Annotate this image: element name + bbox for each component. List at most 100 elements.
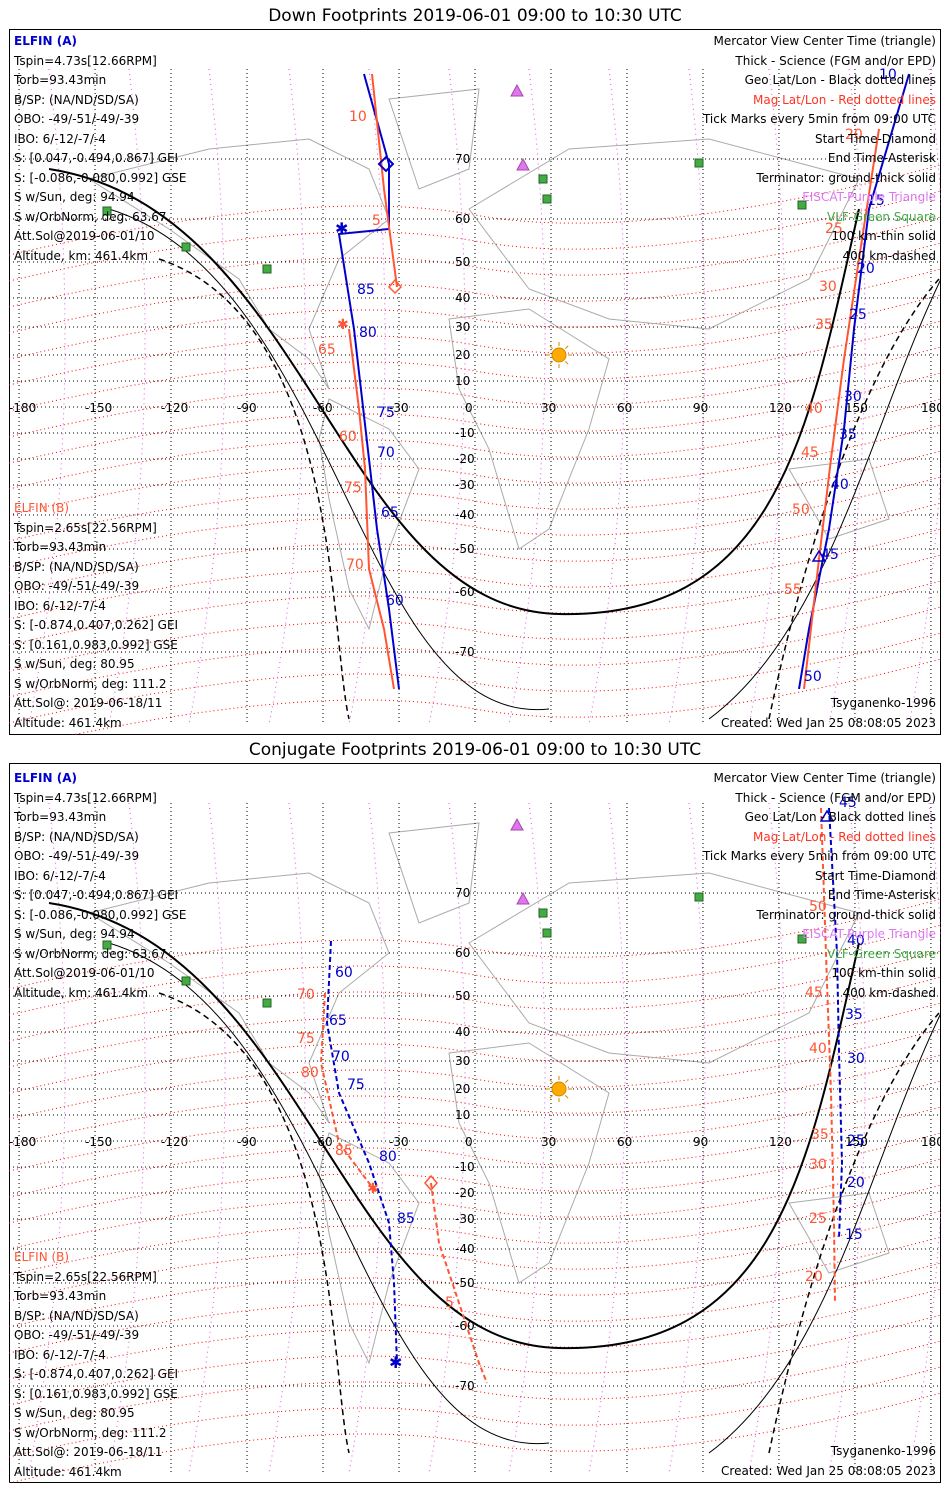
- sat-b-info-conj: ELFIN (B) Tspin=2.65s[22.56RPM] Torb=93.…: [14, 1248, 178, 1482]
- sat-b-line: Altitude: 461.4km: [14, 1464, 122, 1479]
- start-diamond-icon: [387, 278, 403, 295]
- mag-lat-line: [9, 216, 941, 308]
- elfin-b-tick-label: 5: [445, 1295, 454, 1311]
- sat-a-line: Torb=93.43min: [14, 810, 107, 824]
- vlf-square-icon: [102, 206, 112, 216]
- start-diamond-icon: [377, 155, 395, 173]
- mag-lon-line: [828, 68, 866, 726]
- terminator-400km: [768, 278, 940, 720]
- mag-lon-line: [28, 68, 66, 726]
- elfin-a-tick-label: 75: [377, 405, 395, 421]
- sat-a-line: Att.Sol@2019-06-01/10: [14, 229, 155, 243]
- south-america-outline: [318, 398, 420, 631]
- lat-tick-label: -40: [455, 1242, 475, 1256]
- mag-lat-line: [9, 580, 941, 672]
- lat-tick-label: -70: [455, 1379, 475, 1393]
- sat-a-line: S: [-0.086,-0.080,0.992] GSE: [14, 170, 187, 185]
- sat-b-line: Torb=93.43min: [14, 540, 107, 554]
- vlf-square-icon: [102, 940, 112, 950]
- elfin-b-tick-label: 80: [301, 1065, 319, 1081]
- legend-item: Mercator View Center Time (triangle): [713, 771, 936, 785]
- lon-tick-label: -180: [9, 1135, 36, 1149]
- lon-tick-label: 90: [693, 401, 708, 415]
- lat-tick-label: 50: [455, 255, 470, 269]
- elfin-b-tick-label: 30: [819, 279, 837, 295]
- greenland-outline: [388, 88, 480, 190]
- lon-tick-label: 30: [541, 401, 556, 415]
- lon-tick-label: -90: [237, 401, 257, 415]
- lon-tick-label: 60: [617, 401, 632, 415]
- mag-lon-line: [188, 802, 226, 1474]
- elfin-a-tick-label: 20: [857, 261, 875, 277]
- australia-outline: [788, 458, 890, 540]
- elfin-b-tick-label: 55: [784, 582, 802, 598]
- lon-tick-label: 180: [921, 1135, 941, 1149]
- elfin-a-tick-label: 45: [839, 795, 857, 811]
- vlf-square-icon: [262, 264, 272, 274]
- mag-lat-line: [9, 528, 941, 620]
- sun-ray: [565, 1079, 569, 1083]
- sat-b-line: Att.Sol@: 2019-06-18/11: [14, 696, 163, 710]
- terminator-400km: [158, 258, 350, 720]
- map-down: -180 -150 -120 -90 -60 -30 0 30 60 90 120 150 180706…: [9, 67, 941, 735]
- model-label: Tsyganenko-1996: [830, 696, 936, 710]
- sat-b-line: Altitude: 461.4km: [14, 715, 122, 730]
- elfin-b-tick-label: 25: [809, 1211, 827, 1227]
- lat-tick-label: 10: [455, 374, 470, 388]
- elfin-a-tick-label: 40: [831, 477, 849, 493]
- lat-tick-label: 20: [455, 1082, 470, 1096]
- sun-ray: [549, 345, 553, 349]
- created-label: Created: Wed Jan 25 08:08:05 2023: [721, 1464, 936, 1478]
- sat-b-name: ELFIN (B): [14, 1250, 70, 1264]
- sat-b-info-down: ELFIN (B) Tspin=2.65s[22.56RPM] Torb=93.…: [14, 499, 178, 733]
- sun-icon: [551, 1081, 567, 1097]
- legend-item: Geo Lat/Lon - Black dotted lines: [744, 73, 936, 87]
- elfin-b-tick-label: 65: [318, 342, 336, 358]
- lon-tick-label: 120: [769, 1135, 792, 1149]
- mag-lat-line: [9, 976, 941, 1068]
- mag-lon-line: [588, 68, 626, 726]
- mag-lat-line: [9, 1210, 941, 1302]
- elfin-b-tick-label: 20: [845, 127, 863, 143]
- legend-item: 400 km-dashed: [842, 248, 936, 263]
- sat-b-name: ELFIN (B): [14, 501, 70, 515]
- lon-tick-label: 0: [465, 401, 473, 415]
- center-triangle-icon: [811, 549, 827, 562]
- mag-lat-line: [9, 1132, 941, 1224]
- elfin-a-tick-label: 15: [867, 193, 885, 209]
- lat-tick-label: -70: [455, 645, 475, 659]
- mag-lat-line: [9, 1158, 941, 1250]
- legend-item: Terminator: ground-thick solid: [756, 170, 936, 185]
- mag-lon-line: [428, 802, 466, 1474]
- mag-lon-line: [268, 68, 306, 726]
- vlf-square-icon: [542, 194, 552, 204]
- elfin-a-track: [798, 73, 910, 690]
- sat-b-line: S w/OrbNorm, deg: 111.2: [14, 1425, 167, 1440]
- lat-tick-label: 50: [455, 989, 470, 1003]
- lon-tick-label: 180: [921, 401, 941, 415]
- legend-item: End Time-Asterisk: [827, 888, 936, 902]
- lon-tick-label: 0: [465, 1135, 473, 1149]
- panel-down-title: Down Footprints 2019-06-01 09:00 to 10:3…: [268, 6, 682, 26]
- end-asterisk-icon: ✱: [367, 1181, 379, 1197]
- sun-ray: [565, 345, 569, 349]
- sat-a-line: Att.Sol@2019-06-01/10: [14, 966, 155, 980]
- mag-lat-line: [9, 898, 941, 990]
- legend-item: Tick Marks every 5min from 09:00 UTC: [702, 849, 936, 863]
- sat-b-line: S w/OrbNorm, deg: 111.2: [14, 676, 167, 691]
- elfin-b-tick-label: 50: [792, 502, 810, 518]
- mag-lat-line: [9, 1184, 941, 1276]
- lon-tick-label: -90: [237, 1135, 257, 1149]
- legend-item: Mercator View Center Time (triangle): [713, 34, 936, 48]
- terminator-400km: [768, 1012, 940, 1454]
- vlf-square-icon: [181, 976, 191, 986]
- mag-lat-line: [9, 320, 941, 412]
- lat-tick-label: -30: [455, 478, 475, 492]
- mag-lon-line: [748, 68, 786, 726]
- lat-tick-label: 70: [455, 152, 470, 166]
- sat-b-line: Att.Sol@: 2019-06-18/11: [14, 1445, 163, 1459]
- north-america-outline: [87, 138, 390, 390]
- lon-tick-label: -180: [9, 401, 36, 415]
- elfin-a-tick-label: 75: [347, 1077, 365, 1093]
- elfin-a-tick-label: 10: [879, 67, 897, 83]
